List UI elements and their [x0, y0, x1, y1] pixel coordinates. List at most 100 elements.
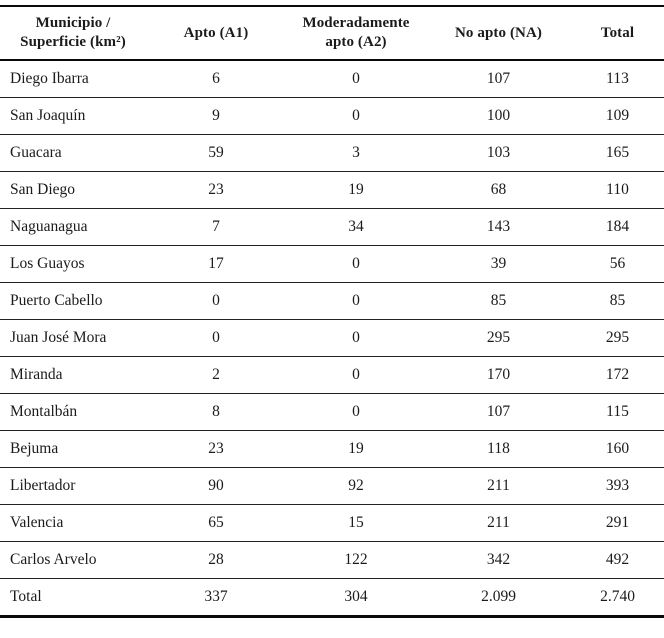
- municipality-aptitude-table: Municipio / Superficie (km²) Apto (A1) M…: [0, 5, 664, 618]
- cell-no-apto-na: 68: [426, 171, 571, 209]
- cell-municipio: Puerto Cabello: [0, 282, 146, 320]
- cell-moderadamente-a2: 0: [286, 319, 426, 357]
- cell-no-apto-na: 295: [426, 319, 571, 357]
- cell-total: 160: [571, 430, 664, 468]
- total-row: Total 337 304 2.099 2.740: [0, 578, 664, 617]
- cell-apto-a1: 65: [146, 504, 286, 542]
- table-row: Miranda 2 0 170 172: [0, 356, 664, 394]
- cell-no-apto-na: 211: [426, 504, 571, 542]
- cell-total: 184: [571, 208, 664, 246]
- cell-apto-a1: 17: [146, 245, 286, 283]
- cell-apto-a1: 8: [146, 393, 286, 431]
- cell-total: 172: [571, 356, 664, 394]
- table-row: Los Guayos 17 0 39 56: [0, 245, 664, 283]
- cell-total: 165: [571, 134, 664, 172]
- cell-total: 109: [571, 97, 664, 135]
- cell-municipio: Libertador: [0, 467, 146, 505]
- cell-municipio: San Diego: [0, 171, 146, 209]
- cell-total-no-apto-na: 2.099: [426, 578, 571, 617]
- cell-no-apto-na: 103: [426, 134, 571, 172]
- cell-apto-a1: 7: [146, 208, 286, 246]
- cell-total-label: Total: [0, 578, 146, 617]
- cell-apto-a1: 23: [146, 430, 286, 468]
- column-header-moderadamente-a2: Moderadamente apto (A2): [286, 6, 426, 61]
- cell-moderadamente-a2: 0: [352, 70, 360, 87]
- cell-municipio: San Joaquín: [0, 97, 146, 135]
- column-header-municipio-line1: Municipio /: [35, 15, 111, 32]
- table-row: Valencia 65 15 211 291: [0, 504, 664, 542]
- table-row: Naguanagua 7 34 143 184: [0, 208, 664, 246]
- table-row: San Joaquín 9 0 100 109: [0, 97, 664, 135]
- cell-apto-a1: 90: [146, 467, 286, 505]
- cell-apto-a1: 0: [146, 282, 286, 320]
- cell-apto-a1: 2: [146, 356, 286, 394]
- cell-municipio: Bejuma: [0, 430, 146, 468]
- table-row: Puerto Cabello 0 0 85 85: [0, 282, 664, 320]
- table-row: Guacara 59 3 103 165: [0, 134, 664, 172]
- cell-no-apto-na: 85: [426, 282, 571, 320]
- cell-moderadamente-a2: 0: [286, 282, 426, 320]
- cell-total: 291: [571, 504, 664, 542]
- cell-total-total: 2.740: [571, 578, 664, 617]
- cell-municipio: Valencia: [0, 504, 146, 542]
- cell-moderadamente-a2: 92: [286, 467, 426, 505]
- cell-total: 56: [571, 245, 664, 283]
- cell-no-apto-na: 118: [426, 430, 571, 468]
- cell-moderadamente-a2: 0: [286, 245, 426, 283]
- cell-municipio: Diego Ibarra: [10, 70, 89, 87]
- cell-no-apto-na: 170: [426, 356, 571, 394]
- column-header-moderadamente-line2: apto (A2): [325, 34, 387, 50]
- table-body: Diego Ibarra 6 0 107 113 San Joaquín 9 0…: [0, 60, 664, 617]
- cell-municipio: Montalbán: [0, 393, 146, 431]
- cell-total-apto-a1: 337: [146, 578, 286, 617]
- table-header: Municipio / Superficie (km²) Apto (A1) M…: [0, 6, 664, 61]
- cell-total: 492: [571, 541, 664, 579]
- cell-no-apto-na: 107: [426, 393, 571, 431]
- cell-no-apto-na: 107: [486, 70, 511, 87]
- cell-total: 115: [571, 393, 664, 431]
- table-row: Libertador 90 92 211 393: [0, 467, 664, 505]
- cell-total: 85: [571, 282, 664, 320]
- cell-no-apto-na: 39: [426, 245, 571, 283]
- cell-moderadamente-a2: 34: [286, 208, 426, 246]
- column-header-municipio: Municipio / Superficie (km²): [0, 6, 146, 61]
- cell-moderadamente-a2: 3: [286, 134, 426, 172]
- column-header-apto-a1: Apto (A1): [146, 6, 286, 61]
- cell-no-apto-na: 100: [426, 97, 571, 135]
- cell-moderadamente-a2: 19: [286, 430, 426, 468]
- cell-apto-a1: 6: [212, 70, 220, 87]
- cell-total: 113: [606, 70, 629, 87]
- cell-moderadamente-a2: 0: [286, 97, 426, 135]
- cell-moderadamente-a2: 122: [286, 541, 426, 579]
- cell-no-apto-na: 211: [426, 467, 571, 505]
- cell-moderadamente-a2: 15: [286, 504, 426, 542]
- cell-municipio: Naguanagua: [0, 208, 146, 246]
- cell-municipio: Guacara: [0, 134, 146, 172]
- cell-total: 295: [571, 319, 664, 357]
- cell-no-apto-na: 143: [426, 208, 571, 246]
- cell-apto-a1: 0: [146, 319, 286, 357]
- cell-municipio: Los Guayos: [0, 245, 146, 283]
- column-header-municipio-line2: Superficie (km²): [20, 34, 126, 50]
- header-row: Municipio / Superficie (km²) Apto (A1) M…: [0, 6, 664, 61]
- table-row: San Diego 23 19 68 110: [0, 171, 664, 209]
- column-header-moderadamente-line1: Moderadamente: [302, 15, 410, 32]
- cell-municipio: Miranda: [0, 356, 146, 394]
- cell-moderadamente-a2: 0: [286, 393, 426, 431]
- table-row: Montalbán 8 0 107 115: [0, 393, 664, 431]
- cell-total: 110: [571, 171, 664, 209]
- cell-moderadamente-a2: 19: [286, 171, 426, 209]
- table-row: Carlos Arvelo 28 122 342 492: [0, 541, 664, 579]
- cell-municipio: Juan José Mora: [0, 319, 146, 357]
- cell-no-apto-na: 342: [426, 541, 571, 579]
- cell-apto-a1: 9: [146, 97, 286, 135]
- table-row: Diego Ibarra 6 0 107 113: [0, 60, 664, 98]
- table-row: Juan José Mora 0 0 295 295: [0, 319, 664, 357]
- table-row: Bejuma 23 19 118 160: [0, 430, 664, 468]
- cell-moderadamente-a2: 0: [286, 356, 426, 394]
- cell-apto-a1: 59: [146, 134, 286, 172]
- column-header-total: Total: [571, 6, 664, 61]
- column-header-no-apto-na: No apto (NA): [426, 6, 571, 61]
- cell-apto-a1: 23: [146, 171, 286, 209]
- cell-total-moderadamente-a2: 304: [286, 578, 426, 617]
